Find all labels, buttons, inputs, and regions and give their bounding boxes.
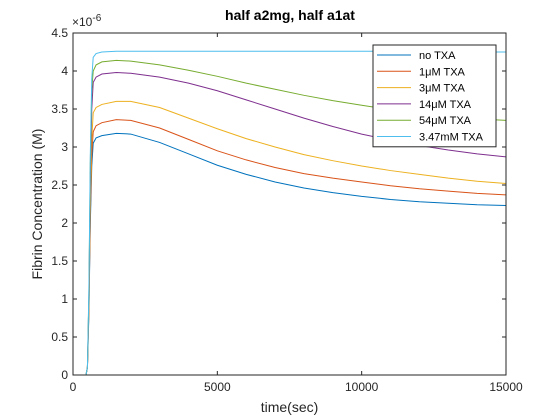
y-tick-label: 3.5	[51, 102, 68, 116]
legend-label-1: 1μM TXA	[419, 66, 466, 78]
x-tick-label: 15000	[489, 380, 523, 394]
x-tick-label: 10000	[345, 380, 379, 394]
y-axis-title: Fibrin Concentration (M)	[29, 129, 45, 280]
y-tick-label: 0.5	[51, 330, 68, 344]
y-tick-label: 2.5	[51, 178, 68, 192]
plot-area-box	[72, 32, 507, 376]
ticks-group: 0 5000 10000 15000 0 0.5 1 1.5 2 2.5 3 3.5 4 4.5	[51, 26, 523, 394]
y-tick-label: 3	[61, 140, 68, 154]
legend-label-3: 14μM TXA	[419, 99, 472, 111]
y-tick-label: 2	[61, 216, 68, 230]
chart-title: half a2mg, half a1at	[225, 7, 355, 23]
legend-label-2: 3μM TXA	[419, 83, 466, 95]
x-tick-label: 5000	[204, 380, 231, 394]
legend-label-4: 54μM TXA	[419, 115, 472, 127]
legend-box	[372, 44, 497, 148]
y-tick-label: 4	[61, 64, 68, 78]
y-tick-label: 4.5	[51, 26, 68, 40]
legend-label-5: 3.47mM TXA	[419, 132, 484, 144]
x-axis-title: time(sec)	[261, 399, 319, 415]
y-tick-label: 1	[61, 292, 68, 306]
legend-label-0: no TXA	[419, 50, 456, 62]
x-tick-label: 0	[70, 380, 77, 394]
y-exponent-power: -6	[92, 13, 101, 24]
y-exponent-base: ×10	[72, 15, 93, 29]
legend: no TXA 1μM TXA 3μM TXA 14μM TXA 54μM TXA 3.47…	[372, 44, 497, 148]
y-exponent: ×10-6	[72, 13, 102, 29]
y-tick-label: 1.5	[51, 254, 68, 268]
y-tick-label: 0	[61, 368, 68, 382]
